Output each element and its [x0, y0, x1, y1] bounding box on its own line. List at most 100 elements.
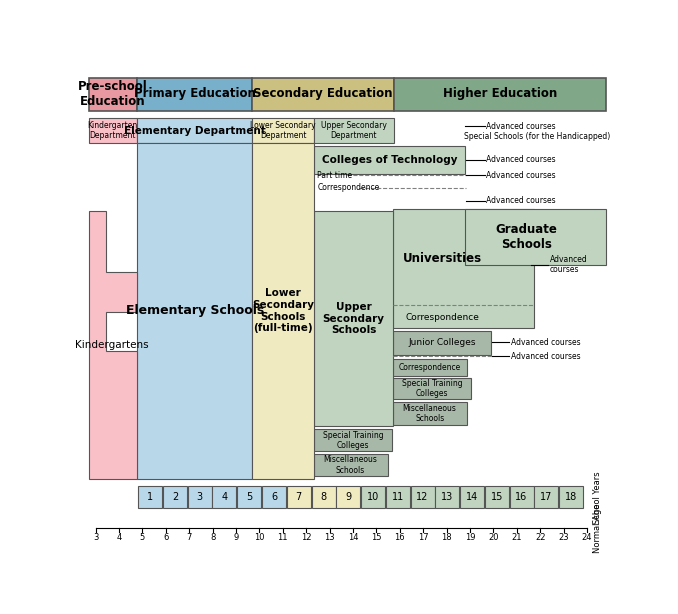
- Text: 13: 13: [441, 492, 454, 502]
- FancyBboxPatch shape: [252, 143, 314, 480]
- FancyBboxPatch shape: [393, 209, 534, 328]
- FancyBboxPatch shape: [386, 486, 410, 508]
- Text: 6: 6: [271, 492, 277, 502]
- Text: Correspondence: Correspondence: [317, 183, 380, 192]
- Text: Graduate
Schools: Graduate Schools: [496, 223, 557, 251]
- Text: Upper Secondary
Department: Upper Secondary Department: [321, 121, 386, 141]
- FancyBboxPatch shape: [314, 119, 394, 143]
- FancyBboxPatch shape: [212, 486, 237, 508]
- FancyBboxPatch shape: [393, 402, 467, 425]
- Text: Advanced courses: Advanced courses: [486, 171, 556, 180]
- Text: School Years: School Years: [593, 472, 602, 524]
- FancyBboxPatch shape: [411, 486, 435, 508]
- FancyBboxPatch shape: [485, 486, 508, 508]
- FancyBboxPatch shape: [89, 119, 138, 143]
- Text: Primary Education: Primary Education: [134, 87, 256, 100]
- Text: 9: 9: [345, 492, 351, 502]
- Text: 5: 5: [140, 534, 145, 543]
- Text: Lower Secondary
Department: Lower Secondary Department: [250, 121, 316, 141]
- Text: Elementary Department: Elementary Department: [124, 126, 266, 136]
- Text: Secondary Education: Secondary Education: [253, 87, 393, 100]
- Text: 14: 14: [466, 492, 478, 502]
- FancyBboxPatch shape: [252, 77, 394, 111]
- FancyBboxPatch shape: [237, 486, 261, 508]
- FancyBboxPatch shape: [534, 486, 558, 508]
- Text: 3: 3: [93, 534, 98, 543]
- FancyBboxPatch shape: [314, 454, 388, 476]
- Text: Universities: Universities: [403, 252, 482, 265]
- FancyBboxPatch shape: [89, 77, 138, 111]
- Text: 9: 9: [233, 534, 239, 543]
- Text: 17: 17: [418, 534, 428, 543]
- Text: Special Training
Colleges: Special Training Colleges: [401, 379, 462, 398]
- Text: Special Schools (for the Handicapped): Special Schools (for the Handicapped): [464, 131, 611, 141]
- FancyBboxPatch shape: [394, 77, 606, 111]
- Text: 22: 22: [535, 534, 545, 543]
- Text: Miscellaneous
Schools: Miscellaneous Schools: [323, 455, 378, 475]
- FancyBboxPatch shape: [393, 331, 491, 355]
- FancyBboxPatch shape: [262, 486, 286, 508]
- Text: Upper
Secondary
Schools: Upper Secondary Schools: [323, 302, 384, 335]
- Text: 1: 1: [147, 492, 153, 502]
- Text: 10: 10: [367, 492, 379, 502]
- Text: Advanced courses: Advanced courses: [486, 122, 556, 131]
- Text: 20: 20: [488, 534, 498, 543]
- Text: 5: 5: [246, 492, 252, 502]
- FancyBboxPatch shape: [252, 119, 314, 143]
- Text: Special Training
Colleges: Special Training Colleges: [323, 430, 383, 450]
- Text: 24: 24: [582, 534, 592, 543]
- FancyBboxPatch shape: [314, 211, 393, 426]
- Text: 19: 19: [464, 534, 475, 543]
- FancyBboxPatch shape: [287, 486, 311, 508]
- Text: Colleges of Technology: Colleges of Technology: [321, 155, 457, 165]
- Text: 17: 17: [540, 492, 553, 502]
- FancyBboxPatch shape: [559, 486, 583, 508]
- Text: 15: 15: [491, 492, 503, 502]
- FancyBboxPatch shape: [393, 378, 471, 399]
- Text: Pre-school
Education: Pre-school Education: [78, 80, 148, 107]
- Text: 4: 4: [222, 492, 228, 502]
- Text: 21: 21: [511, 534, 522, 543]
- Text: Miscellaneous
Schools: Miscellaneous Schools: [403, 403, 456, 423]
- Text: 14: 14: [348, 534, 358, 543]
- FancyBboxPatch shape: [188, 486, 212, 508]
- FancyBboxPatch shape: [460, 486, 484, 508]
- Text: 7: 7: [296, 492, 302, 502]
- FancyBboxPatch shape: [393, 359, 467, 376]
- Text: Advanced courses: Advanced courses: [486, 155, 556, 165]
- Text: Junior Colleges: Junior Colleges: [408, 338, 476, 347]
- FancyBboxPatch shape: [138, 119, 252, 143]
- Text: 8: 8: [321, 492, 327, 502]
- FancyBboxPatch shape: [336, 486, 360, 508]
- Text: 3: 3: [197, 492, 203, 502]
- Text: Correspondence: Correspondence: [406, 313, 480, 322]
- FancyBboxPatch shape: [435, 486, 459, 508]
- Text: 12: 12: [301, 534, 311, 543]
- Text: Advanced courses: Advanced courses: [486, 196, 556, 205]
- FancyBboxPatch shape: [138, 486, 162, 508]
- Polygon shape: [89, 211, 138, 480]
- Text: Advanced courses: Advanced courses: [511, 338, 580, 347]
- FancyBboxPatch shape: [361, 486, 385, 508]
- Text: Lower
Secondary
Schools
(full-time): Lower Secondary Schools (full-time): [252, 289, 314, 333]
- FancyBboxPatch shape: [314, 146, 465, 174]
- Text: Normal Age: Normal Age: [593, 503, 602, 553]
- Text: 11: 11: [392, 492, 404, 502]
- Text: 7: 7: [186, 534, 192, 543]
- FancyBboxPatch shape: [138, 143, 252, 480]
- Text: Kindergarten
Department: Kindergarten Department: [87, 121, 138, 141]
- Text: 16: 16: [395, 534, 405, 543]
- Text: 16: 16: [515, 492, 527, 502]
- Text: 15: 15: [371, 534, 382, 543]
- Text: Advanced courses: Advanced courses: [511, 352, 580, 361]
- Text: 8: 8: [210, 534, 216, 543]
- Text: 12: 12: [416, 492, 428, 502]
- FancyBboxPatch shape: [163, 486, 187, 508]
- Text: Higher Education: Higher Education: [443, 87, 557, 100]
- Text: 18: 18: [441, 534, 452, 543]
- Text: 23: 23: [558, 534, 569, 543]
- Text: 18: 18: [565, 492, 577, 502]
- Text: Part time: Part time: [317, 171, 353, 180]
- Text: 4: 4: [117, 534, 121, 543]
- FancyBboxPatch shape: [311, 486, 336, 508]
